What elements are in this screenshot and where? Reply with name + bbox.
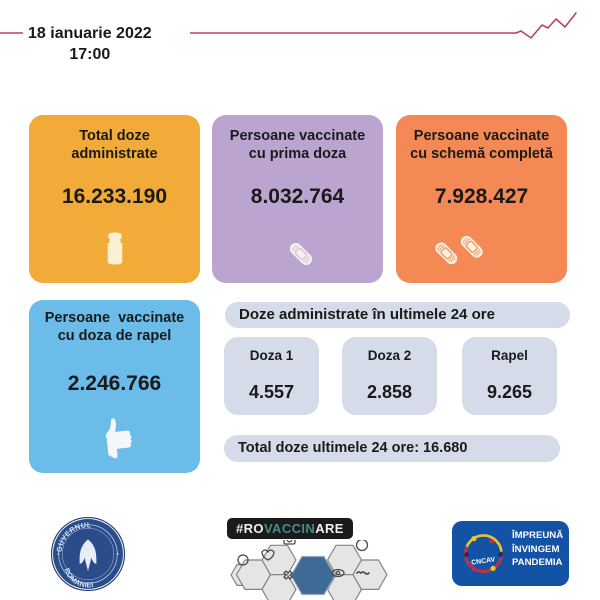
svg-text:CNCAV: CNCAV <box>471 556 496 566</box>
